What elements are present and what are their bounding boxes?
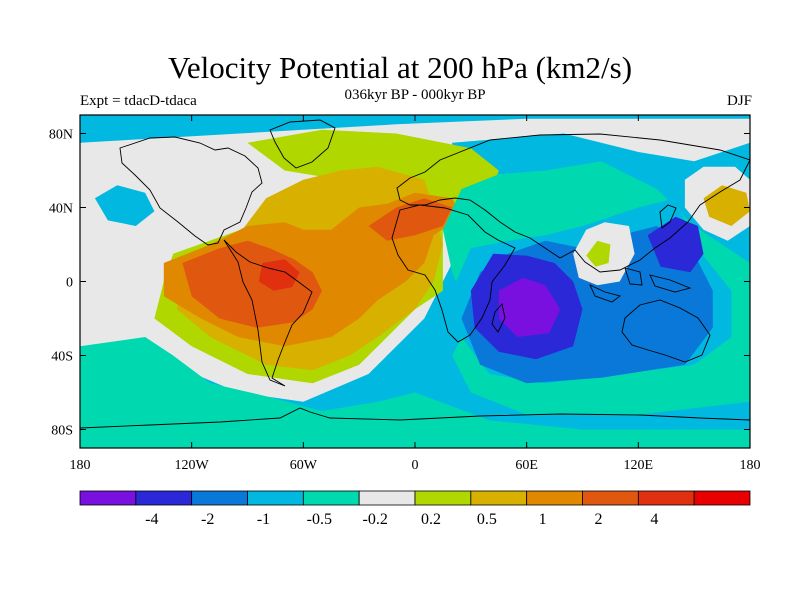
lon-tick-label: 180 — [70, 458, 91, 473]
contour-region-7 — [368, 198, 453, 241]
colorbar-swatch — [414, 490, 472, 506]
colorbar-swatch — [247, 490, 304, 506]
colorbar-swatch — [135, 490, 193, 506]
colorbar-swatch — [526, 490, 583, 506]
colorbar-swatch — [302, 490, 360, 506]
experiment-label: Expt = tdacD-tdaca — [80, 93, 197, 109]
contour-region-19 — [94, 185, 155, 226]
lon-tick-label: 180 — [740, 458, 761, 473]
colorbar-swatch — [637, 490, 695, 506]
contour-region-8 — [258, 259, 300, 291]
lon-tick-label: 120E — [624, 458, 654, 473]
colorbar-label: -2 — [201, 511, 214, 528]
lat-tick-label: 80S — [51, 424, 73, 439]
lon-tick-label: 120W — [175, 458, 210, 473]
colorbar-swatch — [582, 490, 639, 506]
colorbar-label: -0.5 — [307, 511, 332, 528]
colorbar-label: -1 — [257, 511, 270, 528]
map-axes: 80N 40N 0 40S 80S 180 120W 60W 0 60E 120E 180 — [49, 115, 761, 473]
contour-region-14 — [498, 277, 561, 337]
map-subtitle: 036kyr BP - 000kyr BP — [344, 87, 486, 103]
colorbar-swatch — [358, 490, 416, 506]
colorbar-label: 4 — [650, 511, 658, 528]
colorbar-label: -0.2 — [363, 511, 388, 528]
colorbar: -4 -2 -1 -0.5 -0.2 0.2 0.5 1 2 4 — [79, 490, 751, 528]
lat-tick-label: 40S — [51, 350, 73, 365]
coastlines — [80, 119, 750, 429]
colorbar-label: 0.2 — [421, 511, 441, 528]
lon-tick-label: 0 — [412, 458, 419, 473]
colorbar-swatch — [693, 490, 751, 506]
contour-field — [80, 115, 750, 448]
contour-region-13 — [647, 216, 704, 273]
colorbar-label: 1 — [539, 511, 547, 528]
lon-tick-label: 60W — [290, 458, 318, 473]
colorbar-swatch — [79, 490, 137, 506]
colorbar-swatch — [191, 490, 248, 506]
colorbar-label: -4 — [145, 511, 158, 528]
lat-tick-label: 80N — [49, 128, 73, 143]
map-title: Velocity Potential at 200 hPa (km2/s) — [167, 50, 633, 85]
colorbar-label: 2 — [595, 511, 603, 528]
lat-tick-label: 0 — [66, 276, 73, 291]
lat-tick-label: 40N — [49, 202, 73, 217]
colorbar-label: 0.5 — [477, 511, 497, 528]
season-label: DJF — [726, 93, 752, 109]
contour-region-16 — [586, 240, 611, 267]
lon-tick-label: 60E — [515, 458, 538, 473]
colorbar-swatch — [470, 490, 528, 506]
